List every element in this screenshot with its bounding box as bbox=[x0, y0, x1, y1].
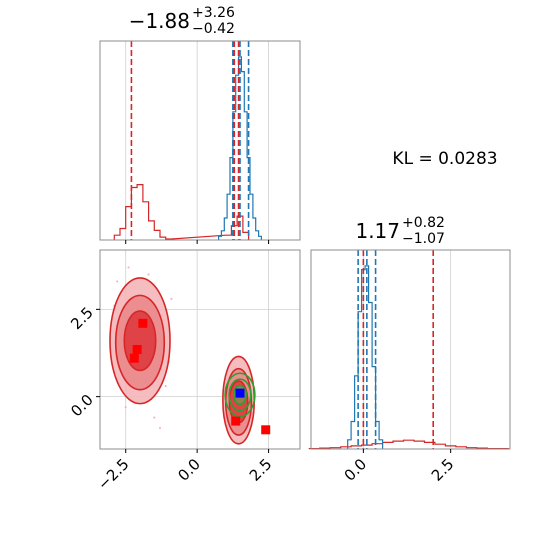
joint-contour-panel: −2.5 0.0 2.5 0.0 2.5 bbox=[67, 249, 301, 494]
red-marker bbox=[138, 318, 148, 328]
x-tick-label: 2.5 bbox=[246, 455, 276, 485]
x-tick-label: 2.5 bbox=[428, 455, 458, 485]
faint-sample bbox=[147, 273, 150, 276]
title-value: 1.17 bbox=[355, 219, 400, 243]
faint-sample bbox=[170, 297, 173, 300]
y-tick-label: 0.0 bbox=[67, 391, 97, 421]
title-plus: +0.82 bbox=[402, 215, 445, 231]
red-marker bbox=[231, 416, 241, 426]
faint-sample bbox=[127, 266, 130, 269]
faint-sample bbox=[116, 280, 119, 283]
green-contour-outer bbox=[224, 372, 256, 418]
axes-frame bbox=[310, 249, 511, 450]
blue-histogram bbox=[218, 56, 262, 240]
marginal-y-histogram-panel: 0.0 2.5 1.17 +0.82−1.07 bbox=[308, 215, 511, 485]
faint-sample bbox=[124, 406, 127, 409]
red-marker bbox=[132, 345, 142, 354]
kl-annotation: KL = 0.0283 bbox=[392, 149, 497, 169]
red-marker bbox=[261, 425, 271, 435]
red-marker bbox=[129, 353, 139, 363]
y-tick-label: 2.5 bbox=[67, 303, 97, 333]
x-tick-label: −2.5 bbox=[94, 455, 132, 493]
faint-sample bbox=[164, 385, 167, 388]
title-plus: +3.26 bbox=[192, 5, 235, 21]
title-minus: −0.42 bbox=[192, 21, 235, 37]
x-tick-label: 0.0 bbox=[341, 455, 371, 485]
blue-histogram bbox=[347, 265, 384, 449]
blue-marker bbox=[235, 388, 245, 398]
faint-sample bbox=[153, 416, 156, 419]
faint-sample bbox=[158, 426, 162, 430]
marginal-x-histogram-panel: −1.88 +3.26−0.42 bbox=[99, 5, 301, 244]
panel-title: 1.17 +0.82−1.07 bbox=[355, 215, 444, 247]
red-histogram bbox=[113, 184, 250, 240]
panel-title: −1.88 +3.26−0.42 bbox=[129, 5, 235, 37]
green-contour-mid bbox=[228, 378, 252, 412]
title-minus: −1.07 bbox=[402, 231, 445, 247]
title-value: −1.88 bbox=[129, 9, 190, 33]
red-histogram bbox=[308, 439, 509, 450]
axes-frame bbox=[99, 249, 301, 450]
x-tick-label: 0.0 bbox=[174, 455, 204, 485]
axes-frame bbox=[99, 40, 301, 241]
